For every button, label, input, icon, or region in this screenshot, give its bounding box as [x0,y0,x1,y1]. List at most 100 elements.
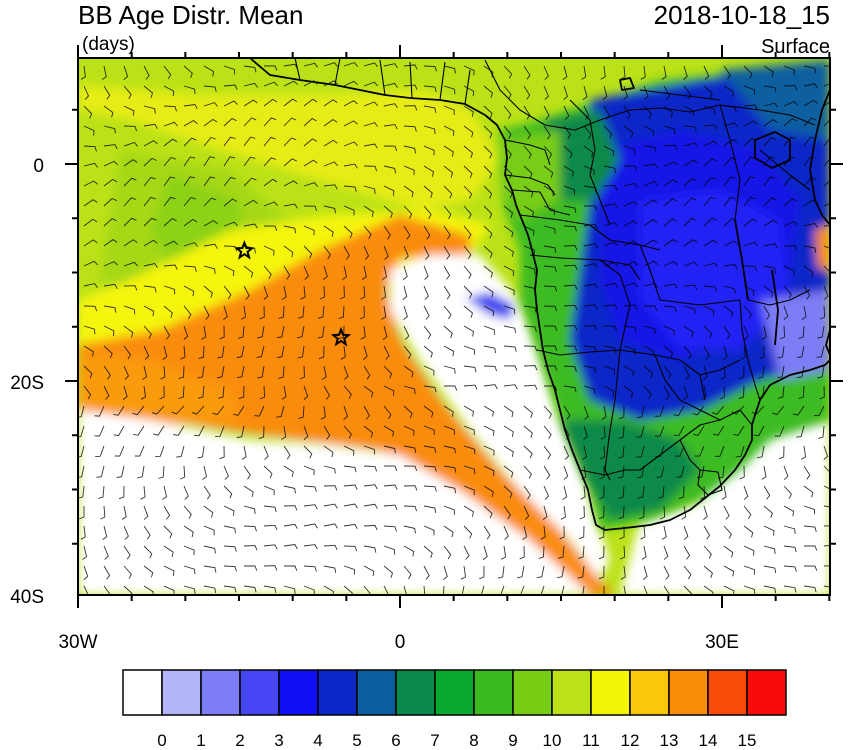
wind-barb [263,544,278,550]
wind-barb [623,304,638,310]
wind-barb [733,425,745,436]
wind-barb [643,180,658,187]
wind-barb [103,261,118,267]
wind-barb [783,545,797,553]
wind-barb [383,63,398,69]
wind-barb [543,485,550,500]
wind-barb [303,118,317,127]
wind-barb [582,445,588,460]
wind-barb [783,65,795,75]
wind-barb [223,585,237,593]
wind-barb [243,525,257,532]
wind-barb [703,325,713,339]
wind-barb [683,85,692,100]
wind-barb [118,485,125,500]
wind-barb [583,165,595,176]
wind-barb [483,265,494,278]
wind-barb [536,565,545,579]
wind-barb [561,585,565,595]
wind-barb [783,285,792,299]
wind-barb [162,345,168,360]
wind-barb [343,585,353,595]
wind-barb [320,405,326,420]
y-tick-0: 0 [33,156,44,177]
wind-barb [212,405,225,416]
wind-barb [483,125,493,139]
wind-barb [583,405,589,420]
wind-barb [743,545,755,556]
wind-barb [663,345,674,358]
wind-barb [823,525,830,527]
wind-barb [763,197,777,207]
wind-barb [643,325,656,334]
wind-barb [383,545,396,555]
wind-barb [303,62,318,68]
wind-barb [123,105,135,116]
wind-barb [297,305,305,319]
wind-barb [543,65,549,80]
wind-barb [278,305,285,319]
wind-barb [701,385,707,400]
wind-barb [523,485,531,500]
wind-barb [303,523,318,529]
wind-barb [503,225,514,238]
wind-barb [403,185,414,198]
wind-barb [303,485,317,492]
wind-barb [663,161,678,167]
wind-barb [423,325,432,340]
wind-barb [801,305,807,320]
wind-barb [191,405,205,415]
wind-barb [223,117,237,127]
wind-barb [443,445,456,454]
wind-barb [223,65,236,75]
wind-barb [238,325,245,339]
wind-barb [443,545,452,560]
wind-barb [563,225,577,232]
wind-barb [681,505,687,520]
wind-barb [663,125,676,135]
wind-barb [423,85,437,93]
wind-barb [303,138,318,147]
date-label: 2018-10-18_15 [654,0,830,30]
wind-barb [503,265,515,277]
colorbar-label: 4 [313,731,322,750]
wind-barb [363,101,378,107]
wind-barb [243,117,257,127]
wind-barb [143,325,152,339]
wind-barb [823,180,830,187]
wind-barb [599,465,605,480]
wind-barb [674,445,685,457]
site-markers [234,240,352,347]
wind-barb [403,165,415,176]
wind-barb [543,185,555,197]
wind-barb [463,345,475,355]
wind-barb [338,305,345,319]
wind-barb [823,101,830,107]
wind-barb [317,325,325,339]
wind-barb [663,325,675,336]
wind-barb [523,125,531,140]
wind-barb [243,199,258,207]
wind-barb [503,345,517,352]
wind-barb [443,285,451,300]
wind-barb [79,506,85,520]
wind-barb [579,505,585,520]
wind-barb [363,385,374,398]
wind-barb [123,141,138,147]
wind-barb [823,465,830,479]
wind-barb [163,65,172,80]
wind-barb [783,136,796,147]
wind-barb [463,165,473,179]
wind-barb [761,465,767,480]
wind-barb [703,177,716,187]
wind-barb [703,305,715,316]
wind-barb [178,385,185,399]
colorbar-label: 14 [699,731,718,750]
wind-barb [803,117,817,127]
wind-barb [583,385,596,395]
wind-barb [443,405,454,417]
wind-barb [183,218,198,227]
wind-barb [203,265,216,274]
wind-barb [723,122,738,127]
wind-barb [283,117,297,127]
